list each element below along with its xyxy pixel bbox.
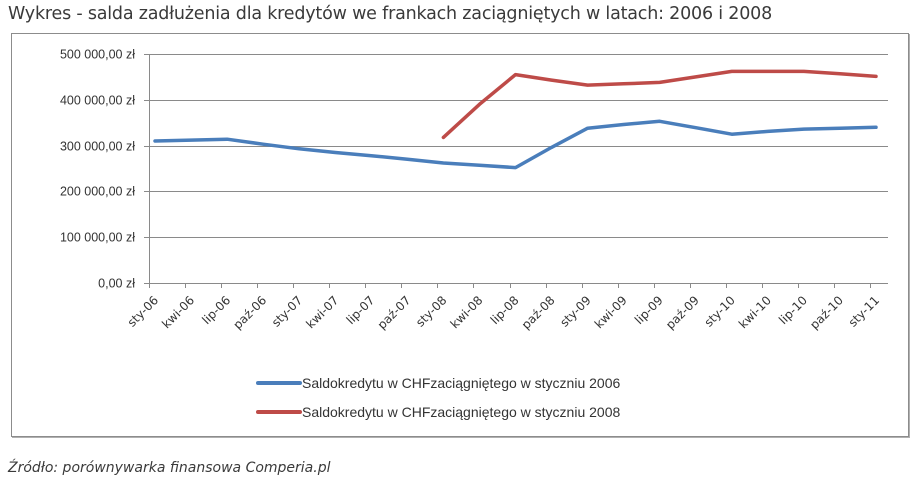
x-tick-label: sty-11 <box>846 293 882 329</box>
x-tick-label: sty-07 <box>269 293 305 329</box>
chart-title: Wykres - salda zadłużenia dla kredytów w… <box>8 4 773 24</box>
y-tick-label: 100 000,00 zł <box>60 231 135 245</box>
x-tick-label: lip-06 <box>199 293 233 327</box>
x-tick-label: lip-10 <box>776 293 810 327</box>
y-tick-label: 400 000,00 zł <box>60 94 135 108</box>
x-tick-label: kwi-08 <box>448 293 486 331</box>
gridlines <box>144 54 888 284</box>
x-tick-label: kwi-07 <box>303 293 341 331</box>
x-tick-label: sty-08 <box>413 293 449 329</box>
x-tick-label: kwi-09 <box>592 293 630 331</box>
y-tick-label: 0,00 zł <box>98 277 135 291</box>
x-tick-label: sty-10 <box>702 293 738 329</box>
x-tick-label: lip-09 <box>632 293 666 327</box>
legend: Saldokredytu w CHFzaciągniętego w styczn… <box>256 375 620 420</box>
y-tick-label: 300 000,00 zł <box>60 140 135 154</box>
series-line-2 <box>441 69 878 140</box>
x-tick-label: sty-09 <box>557 293 593 329</box>
x-tick-label: sty-06 <box>125 293 161 329</box>
legend-label: Saldokredytu w CHFzaciągniętego w styczn… <box>302 404 620 420</box>
y-tick-label: 500 000,00 zł <box>60 48 135 62</box>
x-tick-label: paź-07 <box>375 293 414 332</box>
series-lines <box>153 69 878 170</box>
source-note: Źródło: porównywarka finansowa Comperia.… <box>8 460 331 476</box>
x-tick-label: kwi-06 <box>159 293 197 331</box>
x-tick-label: paź-09 <box>663 293 702 332</box>
x-tick-label: kwi-10 <box>736 293 774 331</box>
x-tick-label: paź-08 <box>519 293 558 332</box>
y-tick-label: 200 000,00 zł <box>60 185 135 199</box>
legend-label: Saldokredytu w CHFzaciągniętego w styczn… <box>302 375 620 391</box>
series-line-1 <box>153 119 878 170</box>
x-tick-label: paź-06 <box>230 293 269 332</box>
y-axis: 0,00 zł 100 000,00 zł 200 000,00 zł 300 000… <box>60 48 150 291</box>
x-tick-label: lip-08 <box>488 293 522 327</box>
x-tick-label: paź-10 <box>807 293 846 332</box>
x-tick-label: lip-07 <box>344 293 378 327</box>
